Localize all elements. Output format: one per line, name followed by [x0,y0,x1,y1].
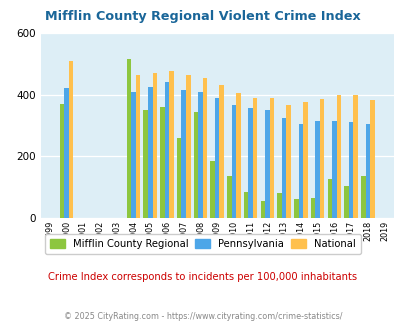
Bar [352,95,357,218]
Bar [286,105,290,218]
Bar [219,85,224,218]
Bar [214,98,219,218]
Bar [281,118,286,218]
Bar [252,98,257,218]
Bar [64,88,68,218]
Bar [210,161,214,218]
Bar [336,95,340,218]
Text: Crime Index corresponds to incidents per 100,000 inhabitants: Crime Index corresponds to incidents per… [48,272,357,282]
Bar [293,199,298,218]
Bar [164,82,169,218]
Bar [348,122,352,218]
Bar [169,72,173,218]
Bar [343,186,348,218]
Bar [236,93,240,218]
Text: Mifflin County Regional Violent Crime Index: Mifflin County Regional Violent Crime In… [45,10,360,23]
Bar [185,75,190,218]
Bar [181,90,185,218]
Bar [193,112,198,218]
Bar [152,73,157,218]
Bar [202,78,207,218]
Bar [277,192,281,218]
Bar [243,192,248,218]
Bar [148,87,152,218]
Bar [248,109,252,218]
Bar [260,201,264,218]
Bar [126,59,131,218]
Bar [198,91,202,218]
Legend: Mifflin County Regional, Pennsylvania, National: Mifflin County Regional, Pennsylvania, N… [45,234,360,254]
Bar [160,107,164,218]
Bar [369,100,374,218]
Bar [135,75,140,218]
Bar [264,110,269,218]
Text: © 2025 CityRating.com - https://www.cityrating.com/crime-statistics/: © 2025 CityRating.com - https://www.city… [64,312,341,321]
Bar [303,102,307,218]
Bar [360,176,365,218]
Bar [315,121,319,218]
Bar [331,121,336,218]
Bar [68,61,73,218]
Bar [319,99,324,218]
Bar [298,124,303,218]
Bar [227,176,231,218]
Bar [310,198,315,218]
Bar [177,138,181,218]
Bar [131,91,135,218]
Bar [143,110,148,218]
Bar [60,104,64,218]
Bar [269,98,273,218]
Bar [231,105,236,218]
Bar [327,179,331,218]
Bar [365,124,369,218]
